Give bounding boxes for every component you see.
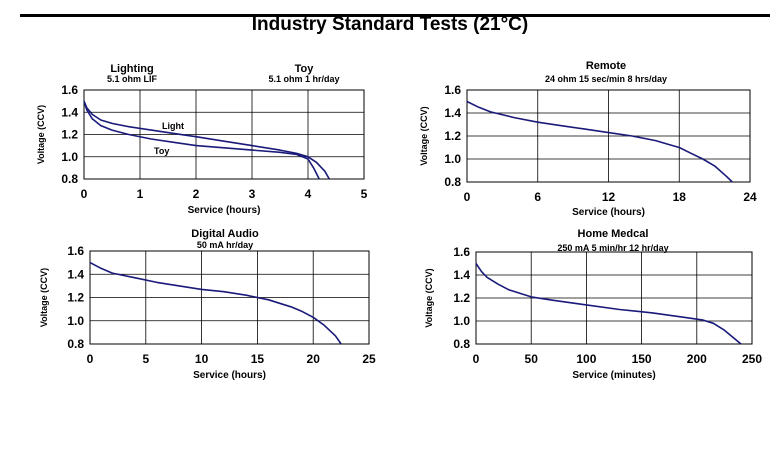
y-tick-label: 1.6: [67, 244, 84, 258]
x-tick-label: 15: [251, 352, 265, 366]
x-tick-label: 50: [525, 352, 539, 366]
top-rule: [20, 14, 770, 17]
y-tick-label: 1.6: [453, 245, 470, 259]
x-tick-label: 100: [576, 352, 596, 366]
series-label: Light: [162, 121, 184, 131]
x-tick-label: 150: [632, 352, 652, 366]
x-tick-label: 1: [137, 187, 144, 201]
y-tick-label: 1.0: [67, 314, 84, 328]
x-tick-label: 5: [142, 352, 149, 366]
y-tick-label: 1.4: [61, 105, 78, 119]
x-tick-label: 3: [249, 187, 256, 201]
plot-frame: [89, 250, 370, 345]
y-tick-label: 1.4: [453, 268, 470, 282]
page-title: Industry Standard Tests (21°C): [251, 14, 529, 35]
y-tick-label: 0.8: [444, 175, 461, 189]
y-axis-label: Voltage (CCV): [424, 268, 434, 327]
x-tick-label: 12: [602, 190, 616, 204]
y-tick-label: 1.2: [61, 128, 78, 142]
x-tick-label: 5: [361, 187, 368, 201]
y-tick-label: 0.8: [61, 172, 78, 186]
series-line: [83, 100, 330, 180]
x-tick-label: 24: [743, 190, 757, 204]
y-tick-label: 1.2: [67, 291, 84, 305]
x-axis-label: Service (hours): [572, 207, 645, 218]
series-line: [475, 263, 742, 345]
y-tick-label: 1.0: [444, 152, 461, 166]
y-axis-label: Voltage (CCV): [419, 106, 429, 165]
y-tick-label: 0.8: [453, 337, 470, 351]
plot-frame: [475, 251, 753, 345]
plot-frame: [83, 89, 365, 180]
x-tick-label: 2: [193, 187, 200, 201]
y-tick-label: 1.4: [444, 106, 461, 120]
x-tick-label: 250: [742, 352, 762, 366]
x-axis-label: Service (hours): [193, 370, 266, 381]
chart-subtitle: 50 mA hr/day: [197, 240, 253, 250]
y-tick-label: 1.0: [61, 150, 78, 164]
chart-subtitle: 250 mA 5 min/hr 12 hr/day: [557, 243, 668, 253]
y-tick-label: 1.2: [453, 291, 470, 305]
series-line: [83, 100, 320, 180]
x-tick-label: 10: [195, 352, 209, 366]
chart-title: Remote: [586, 60, 626, 72]
x-tick-label: 6: [534, 190, 541, 204]
chart-title: Home Medcal: [578, 228, 649, 240]
chart-subtitle: 5.1 ohm LIF: [107, 74, 158, 84]
x-tick-label: 20: [307, 352, 321, 366]
chart-subtitle: 5.1 ohm 1 hr/day: [268, 74, 339, 84]
x-tick-label: 0: [81, 187, 88, 201]
chart-2: 0 6 12 18 24 1.6 1.4 1.2 1.0 0.8 Service (hours) Vo…: [419, 60, 757, 218]
series-line: [89, 261, 342, 345]
chart-3: 0 5 10 15 20 25 1.6 1.4 1.2 1.0 0.8 Service (hours)…: [39, 228, 376, 381]
plot-frame: [466, 89, 751, 183]
x-axis-label: Service (minutes): [572, 370, 655, 381]
chart-subtitle: 24 ohm 15 sec/min 8 hrs/day: [545, 74, 667, 84]
y-tick-label: 1.4: [67, 267, 84, 281]
y-tick-label: 0.8: [67, 337, 84, 351]
chart-1: 0 1 2 3 4 5 1.6 1.4 1.2 1.0 0.8 Service (hours) Volt…: [36, 63, 368, 216]
chart-title: Toy: [295, 63, 315, 75]
chart-title: Digital Audio: [191, 228, 259, 240]
series-line: [466, 100, 733, 183]
x-tick-label: 0: [473, 352, 480, 366]
x-tick-label: 25: [362, 352, 376, 366]
y-axis-label: Voltage (CCV): [36, 105, 46, 164]
chart-title: Lighting: [110, 63, 153, 75]
series-label: Toy: [154, 146, 169, 156]
y-tick-label: 1.6: [444, 83, 461, 97]
y-tick-label: 1.6: [61, 83, 78, 97]
x-tick-label: 200: [687, 352, 707, 366]
x-tick-label: 18: [673, 190, 687, 204]
y-tick-label: 1.2: [444, 129, 461, 143]
x-tick-label: 0: [464, 190, 471, 204]
chart-4: 0 50 100 150 200 250 1.6 1.4 1.2 1.0 0.8 Service (m…: [424, 228, 762, 381]
y-tick-label: 1.0: [453, 314, 470, 328]
x-tick-label: 4: [305, 187, 312, 201]
x-axis-label: Service (hours): [188, 205, 261, 216]
y-axis-label: Voltage (CCV): [39, 268, 49, 327]
x-tick-label: 0: [87, 352, 94, 366]
